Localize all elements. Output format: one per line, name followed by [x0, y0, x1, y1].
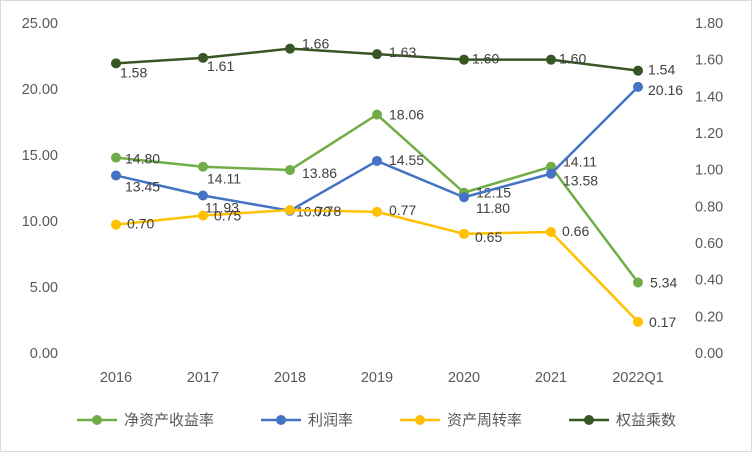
legend-item: 权益乘数 [568, 409, 676, 430]
data-label: 14.55 [389, 152, 424, 168]
data-point [372, 155, 382, 166]
data-point [546, 227, 556, 237]
x-axis-category-label: 2020 [448, 370, 480, 386]
data-label: 1.63 [389, 44, 416, 60]
data-point [633, 65, 643, 76]
data-label: 1.54 [648, 62, 675, 78]
legend-marker-icon [569, 414, 610, 425]
legend-item: 资产周转率 [399, 409, 522, 430]
right-axis-tick-label: 1.00 [695, 163, 723, 179]
right-axis-tick-label: 0.80 [695, 199, 723, 215]
x-axis-category-label: 2016 [100, 370, 132, 386]
data-label: 13.86 [302, 165, 337, 181]
legend-label: 资产周转率 [447, 412, 523, 429]
data-label: 18.06 [389, 107, 424, 123]
x-axis-category-label: 2022Q1 [612, 370, 664, 386]
right-axis-tick-label: 1.40 [695, 89, 723, 105]
legend-marker-icon [76, 414, 117, 425]
data-label: 14.80 [125, 151, 160, 167]
right-axis-tick-label: 0.60 [695, 236, 723, 252]
data-point [459, 228, 469, 239]
data-label: 0.78 [314, 203, 341, 219]
data-point [198, 52, 208, 63]
data-point [111, 219, 121, 230]
data-label: 0.70 [127, 216, 154, 232]
data-label: 14.11 [563, 154, 597, 170]
data-point [285, 205, 295, 215]
data-point [111, 152, 121, 163]
data-label: 12.15 [476, 185, 511, 201]
data-point [546, 168, 556, 179]
legend-label: 净资产收益率 [123, 412, 214, 429]
data-label: 1.60 [559, 51, 586, 67]
data-label: 13.45 [125, 178, 160, 194]
x-axis-category-label: 2018 [274, 370, 306, 386]
data-label: 14.11 [207, 171, 241, 187]
data-point [459, 192, 469, 203]
data-point [285, 43, 295, 54]
data-point [546, 54, 556, 65]
data-point [633, 81, 643, 92]
data-point [111, 170, 121, 181]
series-line-2 [114, 85, 640, 212]
data-point [372, 206, 382, 217]
legend-marker-icon [400, 414, 440, 425]
legend-label: 权益乘数 [616, 412, 677, 429]
legend-item: 利润率 [260, 409, 353, 430]
x-axis-category-label: 2019 [361, 370, 393, 386]
data-label: 13.58 [563, 173, 598, 189]
data-point [372, 49, 382, 60]
legend-label: 利润率 [307, 412, 353, 429]
data-point [198, 161, 208, 172]
x-axis-category-label: 2017 [187, 370, 219, 386]
data-label: 0.66 [562, 223, 589, 239]
data-point [111, 58, 121, 69]
left-axis-tick-label: 25.00 [22, 16, 58, 32]
data-point [633, 277, 643, 288]
series-line-1 [114, 113, 640, 284]
right-axis-tick-label: 0.00 [695, 346, 723, 362]
data-label: 1.60 [472, 51, 499, 67]
right-axis-tick-label: 1.60 [695, 53, 723, 69]
plot-area: 0.00 5.00 10.00 15.00 20.00 25.00 0.00 0.20 0.40… [22, 16, 724, 386]
data-label: 20.16 [648, 82, 683, 98]
data-point [198, 210, 208, 221]
data-point [285, 165, 295, 176]
data-point [459, 54, 469, 65]
left-axis-tick-label: 15.00 [22, 148, 58, 164]
data-label: 11.93 [205, 200, 239, 216]
data-label: 0.75 [214, 208, 241, 224]
legend-item: 净资产收益率 [76, 409, 214, 430]
data-point [372, 109, 382, 120]
left-axis-tick-label: 0.00 [30, 346, 58, 362]
left-axis-tick-label: 5.00 [30, 280, 58, 296]
data-label: 1.58 [120, 64, 147, 80]
data-label: 0.17 [649, 314, 676, 330]
data-label: 0.77 [389, 202, 416, 218]
data-label: 1.66 [302, 36, 329, 52]
right-axis-tick-label: 1.20 [695, 126, 723, 142]
data-label: 5.34 [650, 275, 677, 291]
legend-marker-icon [260, 414, 301, 425]
data-label: 1.61 [207, 58, 234, 74]
right-axis-tick-label: 0.20 [695, 309, 723, 325]
right-axis-tick-label: 0.40 [695, 273, 723, 289]
left-axis-tick-label: 20.00 [22, 82, 58, 98]
data-point [198, 190, 208, 201]
data-label: 0.65 [475, 229, 502, 245]
data-point [633, 316, 643, 327]
chart-legend: 净资产收益率 利润率 资产周转率 权益乘数 [1, 399, 751, 453]
data-label: 11.80 [476, 200, 510, 216]
x-axis-category-label: 2021 [535, 370, 567, 386]
right-axis-tick-label: 1.80 [695, 16, 723, 32]
series-line-3 [114, 208, 640, 324]
data-point [546, 161, 556, 172]
left-axis-tick-label: 10.00 [22, 214, 58, 230]
